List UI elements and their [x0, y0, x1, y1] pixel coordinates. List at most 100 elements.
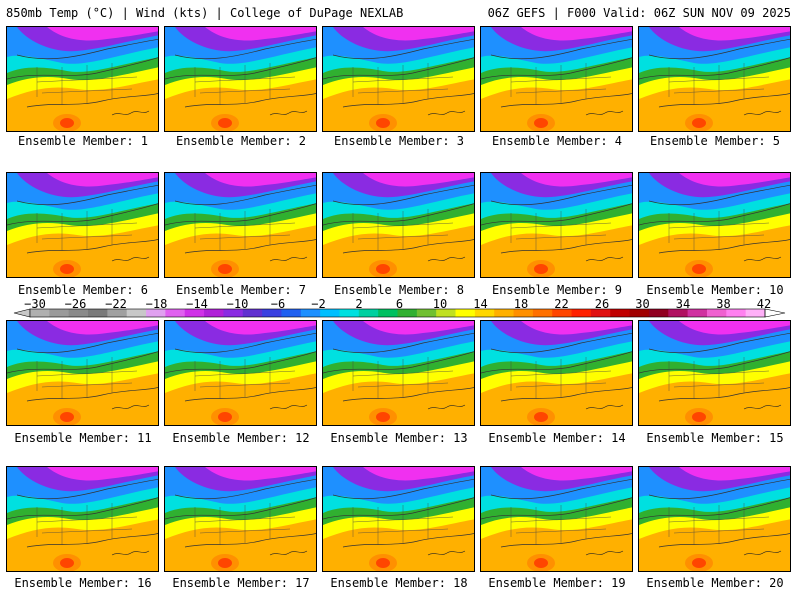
colorbar-tick-label: 2	[355, 297, 363, 311]
colorbar-swatch	[358, 309, 379, 317]
colorbar-tick-label: −26	[64, 297, 87, 311]
colorbar-tick-label: −6	[270, 297, 286, 311]
temperature-map	[7, 321, 158, 425]
member-caption: Ensemble Member: 8	[333, 283, 465, 297]
member-caption: Ensemble Member: 3	[333, 134, 465, 148]
temperature-map	[481, 467, 632, 571]
member-map-panel	[322, 466, 475, 572]
temperature-map	[481, 27, 632, 131]
colorbar-swatch	[610, 309, 631, 317]
member-caption: Ensemble Member: 20	[646, 576, 784, 590]
colorbar-swatch	[204, 309, 224, 317]
member-map-panel	[480, 26, 633, 132]
colorbar-swatch	[552, 309, 573, 317]
member-map-panel	[638, 172, 791, 278]
colorbar-tick-label: 22	[554, 297, 569, 311]
member-map-panel	[638, 320, 791, 426]
member-caption: Ensemble Member: 2	[175, 134, 307, 148]
colorbar-swatch	[320, 309, 340, 317]
colorbar-swatch	[281, 309, 302, 317]
colorbar-swatch	[571, 309, 592, 317]
member-caption: Ensemble Member: 15	[646, 431, 784, 445]
member-map-panel	[164, 172, 317, 278]
temperature-map	[165, 27, 316, 131]
colorbar-swatch	[648, 309, 669, 317]
member-map-panel	[480, 466, 633, 572]
temperature-map	[481, 321, 632, 425]
temperature-map	[323, 27, 474, 131]
colorbar-tick-label: 42	[756, 297, 772, 311]
colorbar-swatch	[146, 309, 166, 317]
temperature-map	[323, 173, 474, 277]
colorbar-swatch	[30, 309, 50, 317]
colorbar-tick-label: 10	[432, 297, 448, 311]
colorbar-tick-label: 14	[473, 297, 488, 311]
member-caption: Ensemble Member: 7	[175, 283, 307, 297]
colorbar-swatch	[88, 309, 108, 317]
temperature-map	[323, 467, 474, 571]
colorbar-swatch	[494, 309, 515, 317]
member-map-panel	[322, 26, 475, 132]
colorbar-swatch	[223, 309, 244, 317]
member-map-panel	[164, 466, 317, 572]
colorbar-tick-label: −22	[105, 297, 127, 311]
colorbar-tick-label: −10	[226, 297, 249, 311]
temperature-map	[639, 467, 790, 571]
member-map-panel	[480, 320, 633, 426]
temperature-map	[165, 467, 316, 571]
colorbar-swatch	[262, 309, 282, 317]
member-caption: Ensemble Member: 12	[172, 431, 310, 445]
member-caption: Ensemble Member: 4	[491, 134, 623, 148]
member-map-panel	[322, 320, 475, 426]
temperature-map	[7, 467, 158, 571]
colorbar-swatch	[687, 309, 708, 317]
colorbar-tick-label: 6	[395, 297, 404, 311]
member-map-panel	[6, 172, 159, 278]
colorbar-swatch	[590, 309, 611, 317]
member-map-panel	[638, 26, 791, 132]
member-map-panel	[164, 26, 317, 132]
colorbar-tick-label: 34	[675, 297, 691, 311]
temperature-colorbar	[13, 308, 786, 318]
member-caption: Ensemble Member: 17	[172, 576, 310, 590]
colorbar-tick-label: −14	[186, 297, 208, 311]
colorbar-swatch	[455, 309, 476, 317]
colorbar-swatch	[474, 309, 495, 317]
member-caption: Ensemble Member: 1	[17, 134, 149, 148]
colorbar-border	[29, 308, 766, 318]
temperature-map	[639, 27, 790, 131]
colorbar-tick-label: −2	[311, 297, 326, 311]
colorbar-swatch	[184, 309, 205, 317]
member-caption: Ensemble Member: 10	[646, 283, 784, 297]
colorbar-swatch	[378, 309, 398, 317]
temperature-map	[7, 173, 158, 277]
colorbar-tick-label: 26	[594, 297, 610, 311]
colorbar-swatch	[532, 309, 553, 317]
colorbar-swatch	[339, 309, 360, 317]
member-map-panel	[322, 172, 475, 278]
colorbar-swatch	[242, 309, 263, 317]
colorbar-tick-label: 38	[716, 297, 731, 311]
colorbar-tick-label: 30	[635, 297, 650, 311]
colorbar-tick-label: 18	[513, 297, 529, 311]
member-map-panel	[6, 26, 159, 132]
member-caption: Ensemble Member: 14	[488, 431, 626, 445]
member-caption: Ensemble Member: 16	[14, 576, 152, 590]
colorbar-swatch	[745, 309, 766, 317]
chart-title: 850mb Temp (°C) | Wind (kts) | College o…	[6, 6, 404, 20]
member-caption: Ensemble Member: 11	[14, 431, 152, 445]
temperature-map	[165, 173, 316, 277]
member-map-panel	[164, 320, 317, 426]
colorbar-swatch	[513, 309, 534, 317]
colorbar-swatch	[668, 309, 689, 317]
colorbar-swatch	[300, 309, 321, 317]
colorbar-swatch	[629, 309, 650, 317]
temperature-map	[639, 173, 790, 277]
member-caption: Ensemble Member: 9	[491, 283, 623, 297]
member-caption: Ensemble Member: 5	[649, 134, 781, 148]
temperature-map	[7, 27, 158, 131]
member-map-panel	[480, 172, 633, 278]
member-map-panel	[6, 466, 159, 572]
colorbar-tick-label: −30	[24, 297, 46, 311]
colorbar-swatch	[165, 309, 186, 317]
